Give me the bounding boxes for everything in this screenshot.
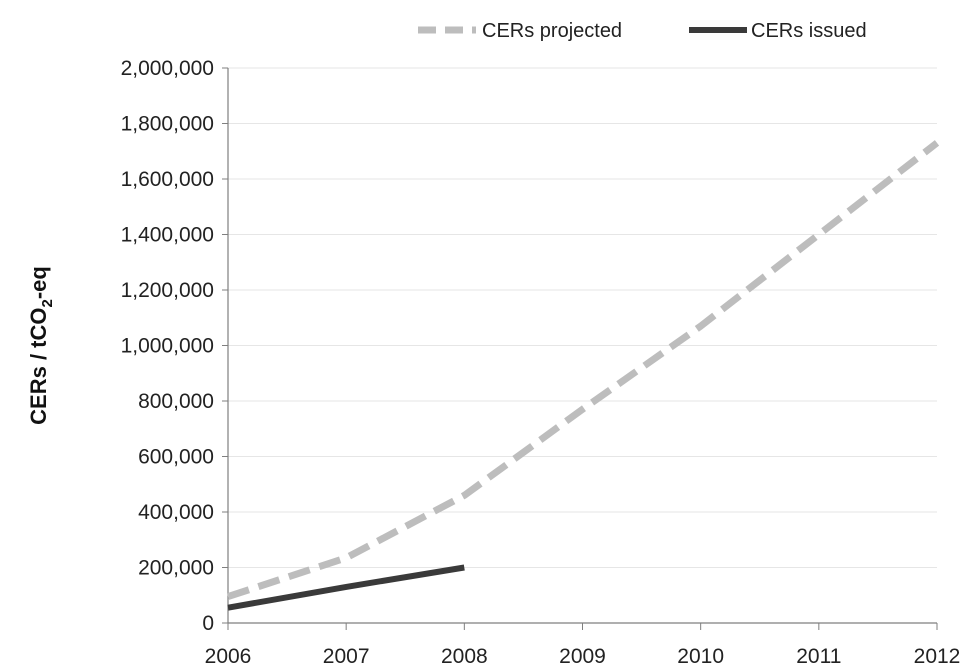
legend-label: CERs projected — [482, 20, 622, 42]
gridlines — [228, 67, 937, 568]
y-tick-label: 1,600,000 — [121, 168, 214, 191]
x-tick-label: 2010 — [677, 645, 724, 668]
x-tick-label: 2009 — [559, 645, 606, 668]
y-tick-label: 1,000,000 — [121, 335, 214, 358]
series-lines — [226, 140, 940, 611]
y-tick-label: 1,200,000 — [121, 279, 214, 302]
y-axis-title-suffix: -eq — [26, 266, 51, 299]
y-tick-label: 800,000 — [138, 390, 214, 413]
y-tick-label: 1,400,000 — [121, 224, 214, 247]
y-tick-label: 1,800,000 — [121, 113, 214, 136]
axes — [222, 67, 938, 630]
y-axis-title-main: CERs / tCO — [26, 307, 51, 424]
x-tick-label: 2006 — [205, 645, 252, 668]
x-tick-label: 2007 — [323, 645, 370, 668]
legend-label: CERs issued — [751, 20, 867, 42]
y-axis-title: CERs / tCO2-eq — [26, 266, 56, 425]
legend: CERs projected CERs issued — [418, 20, 867, 42]
y-tick-label: 200,000 — [138, 557, 214, 580]
x-tick-label: 2011 — [796, 645, 841, 668]
series-line-cers-projected — [226, 140, 940, 600]
y-axis-title-subscript: 2 — [39, 299, 56, 307]
axis-labels: 0 200,000 400,000 600,000 800,000 1,000,000 1,… — [26, 57, 960, 668]
x-tick-label: 2008 — [441, 645, 488, 668]
y-tick-label: 2,000,000 — [121, 57, 214, 80]
x-tick-label: 2012 — [914, 645, 961, 668]
y-tick-label: 600,000 — [138, 446, 214, 469]
y-tick-label: 400,000 — [138, 501, 214, 524]
series-line-cers-issued — [227, 564, 465, 611]
y-tick-label: 0 — [202, 612, 214, 635]
